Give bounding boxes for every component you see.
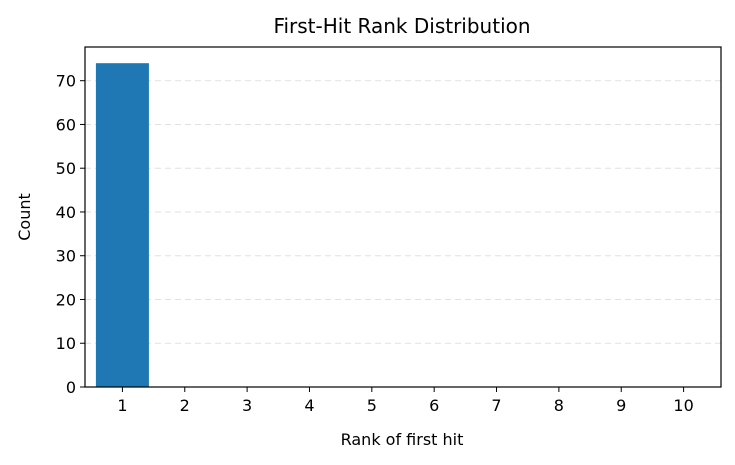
x-tick-label: 3: [242, 396, 252, 415]
x-tick-label: 7: [491, 396, 501, 415]
bar-1: [95, 63, 149, 387]
y-tick-label: 20: [56, 290, 76, 309]
bars: [95, 63, 149, 387]
x-tick-label: 10: [673, 396, 693, 415]
x-tick-label: 8: [554, 396, 564, 415]
y-tick-label: 50: [56, 159, 76, 178]
x-tick-label: 2: [180, 396, 190, 415]
y-tick-label: 60: [56, 115, 76, 134]
y-tick-label: 0: [66, 378, 76, 397]
y-tick-label: 30: [56, 247, 76, 266]
y-tick-label: 40: [56, 203, 76, 222]
plot-area-frame: [84, 46, 722, 388]
x-tick-label: 4: [304, 396, 314, 415]
grid-lines: [85, 80, 721, 344]
x-tick-label: 1: [117, 396, 127, 415]
chart-title: First-Hit Rank Distribution: [273, 14, 530, 38]
y-axis-label: Count: [15, 193, 34, 241]
x-tick-label: 6: [429, 396, 439, 415]
x-tick-label: 5: [367, 396, 377, 415]
x-axis-ticks: 1 2 3 4 5 6 7 8 9 10: [117, 387, 694, 415]
y-tick-label: 10: [56, 334, 76, 353]
x-tick-label: 9: [616, 396, 626, 415]
y-axis-ticks: 0 10 20 30 40 50 60 70: [56, 72, 85, 397]
x-axis-label: Rank of first hit: [341, 430, 464, 449]
y-tick-label: 70: [56, 72, 76, 91]
